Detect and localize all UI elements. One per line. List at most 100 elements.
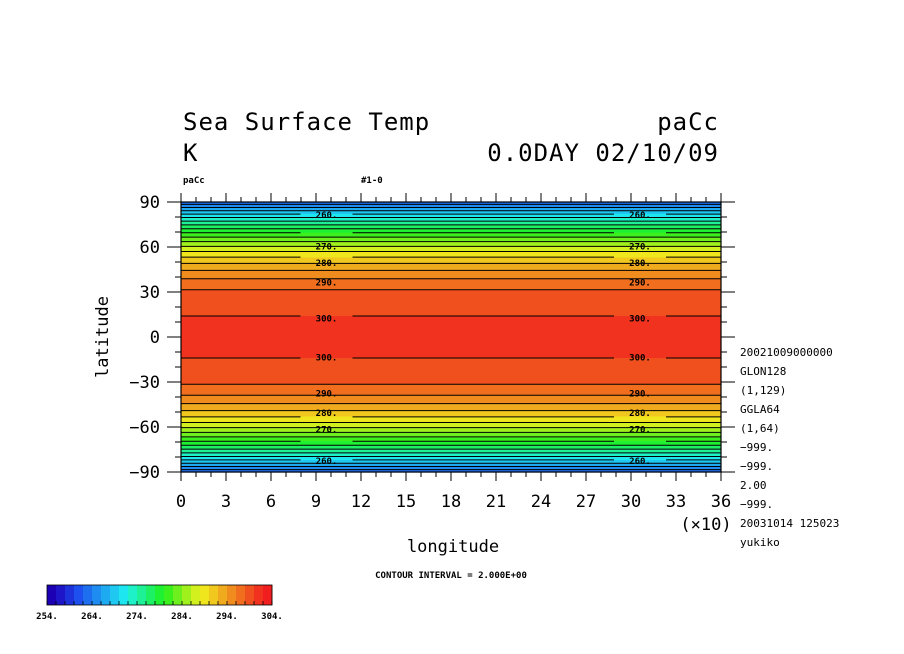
color-band [181,422,721,424]
color-band [181,403,721,406]
contour-label: 260. [316,211,338,221]
colorbar-swatch [218,585,228,605]
color-band [181,430,721,433]
y-tick-label: −30 [129,373,160,393]
color-band [181,294,721,296]
color-band [181,319,721,322]
color-band [181,363,721,365]
color-band [181,244,721,247]
color-band [181,469,721,472]
color-band [181,461,721,463]
color-band [181,374,721,376]
x-tick-label: 9 [311,492,321,512]
color-band [181,468,721,470]
color-band [181,367,721,370]
color-band [181,296,721,298]
color-band [181,344,721,346]
color-band [181,352,721,354]
color-band [181,435,721,437]
color-band [181,305,721,307]
color-band [181,428,721,430]
color-band [181,426,721,428]
color-band [181,240,721,242]
color-band [181,439,721,441]
color-band [181,252,721,254]
color-band [181,301,721,303]
color-band [181,289,721,292]
colorbar-label: 274. [126,612,148,622]
color-band [181,322,721,324]
colorbar-swatch [110,585,120,605]
color-band [181,387,721,389]
color-band [181,454,721,457]
color-band [181,205,721,208]
color-band [181,343,721,346]
info-line: (1,129) [740,384,786,397]
colorbar-swatch [209,585,219,605]
color-band [181,457,721,459]
color-band [181,325,721,328]
color-band [181,254,721,256]
color-band [181,405,721,407]
contour-label: 290. [629,390,651,400]
contour-label: 260. [629,211,651,221]
color-band [181,467,721,469]
color-band [181,268,721,270]
color-band [181,396,721,398]
color-band [181,338,721,340]
color-band [181,367,721,369]
color-band [181,406,721,409]
color-band [181,429,721,431]
color-band [181,274,721,276]
color-band [181,366,721,368]
colorbar-swatch [245,585,255,605]
contour-label: 300. [316,354,338,364]
colorbar-swatch [83,585,93,605]
color-band [181,402,721,404]
color-band [181,380,721,382]
x-tick-label: 18 [441,492,461,512]
color-band [181,229,721,232]
color-band [181,316,721,318]
color-band [181,433,721,436]
colorbar-swatch [236,585,246,605]
color-band [181,355,721,358]
color-band [181,434,721,436]
color-band [181,382,721,385]
color-band [181,379,721,382]
color-band [181,314,721,316]
color-band [181,265,721,268]
color-band [181,470,721,472]
color-band [181,247,721,249]
contour-label: 280. [316,409,338,419]
color-band [181,400,721,402]
colorbar-swatch [65,585,75,605]
color-band [181,454,721,456]
color-band [181,423,721,425]
color-band [181,377,721,379]
color-band [181,235,721,237]
color-band [181,345,721,347]
contour-label: 290. [316,279,338,289]
color-band [181,466,721,469]
color-band [181,451,721,453]
color-band [181,304,721,306]
colorbar-swatch [101,585,111,605]
color-band [181,218,721,220]
color-band [181,219,721,221]
color-band [181,259,721,262]
color-band [181,330,721,332]
color-band [181,410,721,412]
color-band [181,204,721,206]
color-band [181,354,721,356]
color-band [181,331,721,333]
colorbar-swatch [119,585,129,605]
color-band [181,340,721,343]
colorbar-swatch [182,585,192,605]
color-band [181,280,721,282]
info-panel: 20021009000000 GLON128 (1,129) GGLA64 (1,64)… [740,346,839,549]
color-band [181,458,721,460]
colorbar: 254. 264. 274. 284. 294. 304. [36,584,283,622]
contour-label: 280. [316,259,338,269]
color-band [181,412,721,415]
